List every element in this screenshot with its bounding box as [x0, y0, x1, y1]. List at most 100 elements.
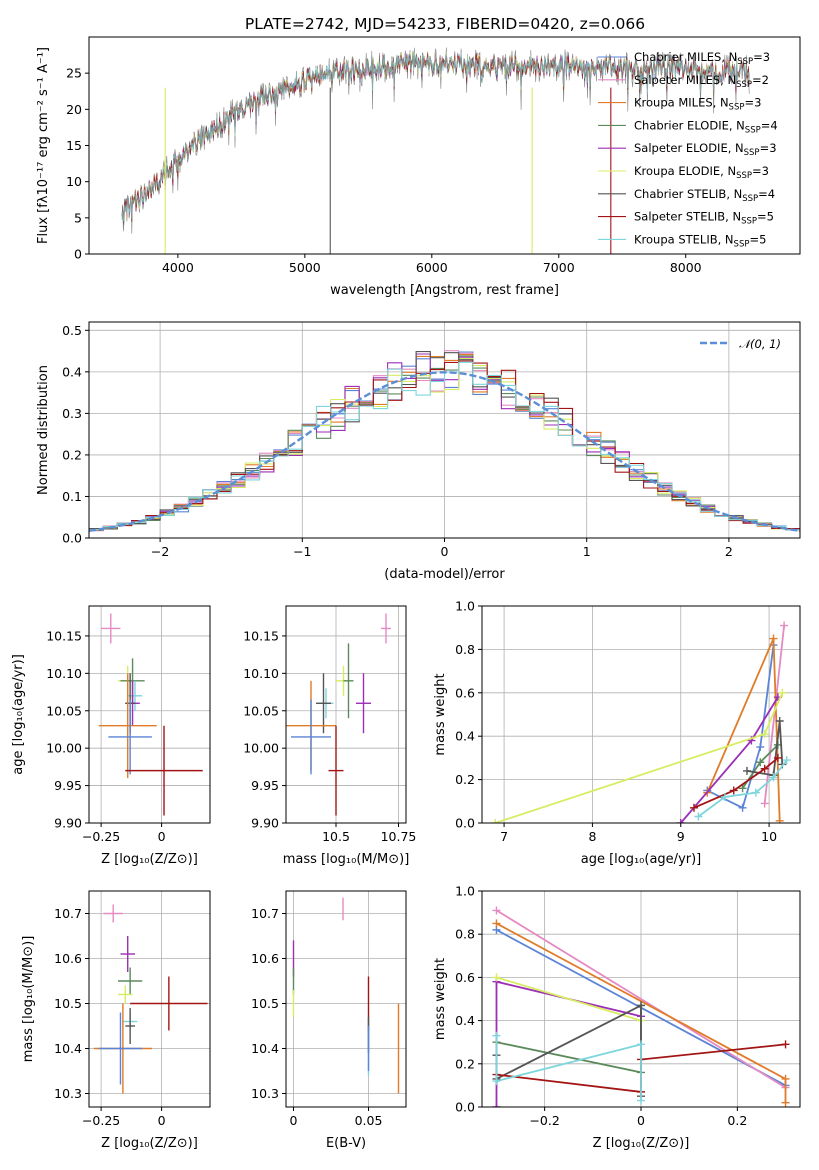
y-tick-label: 10.3 [251, 1086, 279, 1101]
x-tick-label: 0.05 [355, 1113, 383, 1128]
metallicity-mass-panel: −0.25 0 10.3 10.4 10.5 10.6 10.7 Z [log₁₀(Z/Z⊙)… [21, 890, 211, 1151]
x-tick-label: 2 [725, 544, 733, 559]
x-tick-label: 7000 [543, 260, 575, 275]
y-axis-label: mass weight [433, 673, 448, 755]
axes-frame [481, 605, 801, 824]
axes-frame [88, 321, 801, 539]
y-tick-label: 0.4 [62, 364, 82, 379]
weight-series-line [496, 909, 786, 1089]
x-tick-label: −2 [151, 544, 169, 559]
x-tick-label: 10.5 [322, 829, 350, 844]
x-axis-label: Z [log₁₀(Z/Z⊙)] [101, 1136, 198, 1151]
legend-entry: Kroupa MILES, NSSP=3 [634, 96, 761, 113]
y-tick-label: 0.2 [62, 447, 82, 462]
plot-area [292, 897, 400, 1094]
weight-point-marker [492, 906, 501, 915]
y-tick-label: 10.5 [54, 996, 82, 1011]
x-tick-label: 1 [583, 544, 591, 559]
weight-point-marker [760, 799, 769, 808]
y-tick-label: 10.3 [54, 1086, 82, 1101]
weight-series-line [495, 692, 784, 823]
x-tick-label: 0 [158, 1113, 166, 1128]
y-tick-label: 10.7 [251, 906, 279, 921]
weight-point-marker [492, 1103, 501, 1107]
y-axis-label: Flux [fλ10⁻¹⁷ erg cm⁻² s⁻¹ A⁻¹] [36, 47, 51, 244]
y-tick-label: 10.10 [243, 666, 279, 681]
spectrum-line [121, 52, 750, 222]
legend-prefix: Salpeter ELODIE, N [634, 141, 744, 155]
legend-suffix: =3 [752, 164, 769, 178]
x-axis-label: mass [log₁₀(M/M⊙)] [283, 852, 410, 867]
y-axis-label: age [log₁₀(age/yr)] [11, 654, 26, 775]
legend-prefix: Chabrier MILES, N [634, 50, 737, 64]
legend-entry: Chabrier STELIB, NSSP=4 [634, 187, 775, 204]
y-tick-label: 10.6 [251, 951, 279, 966]
legend-entry: Salpeter MILES, NSSP=2 [634, 73, 769, 90]
y-tick-label: 0.2 [455, 772, 475, 787]
x-tick-label: 8000 [670, 260, 702, 275]
y-tick-label: 0.8 [455, 927, 475, 942]
spectrum-panel: 4000 5000 6000 7000 8000 0 5 10 15 20 25 wavelength… [36, 36, 801, 298]
weight-point-marker [637, 1096, 645, 1105]
x-axis-label: (data-model)/error [384, 567, 505, 582]
plot-area [492, 906, 790, 1107]
y-tick-label: 0.0 [455, 816, 475, 831]
weight-point-marker [690, 803, 698, 812]
legend-entry: Kroupa ELODIE, NSSP=3 [634, 164, 769, 181]
x-tick-label: 9 [677, 829, 685, 844]
y-tick-label: 0.0 [455, 1100, 475, 1115]
weight-point-marker [775, 816, 784, 823]
weight-series-line [746, 720, 784, 777]
y-tick-label: 0 [74, 247, 82, 262]
residuals-histogram-panel: −2 −1 0 1 2 0.0 0.1 0.2 0.3 0.4 0.5 (data-model)/er… [36, 321, 801, 582]
legend-subscript: SSP [744, 148, 760, 158]
y-tick-label: 9.90 [54, 816, 82, 831]
legend-subscript: SSP [736, 171, 752, 181]
axes-frame [285, 890, 407, 1108]
legend-entry: Salpeter ELODIE, NSSP=3 [634, 141, 777, 158]
weight-point-marker [775, 717, 784, 726]
x-tick-label: 0 [158, 829, 166, 844]
legend-prefix: Kroupa MILES, N [634, 96, 729, 110]
weight-series-line [741, 744, 779, 789]
weight-point-marker [492, 973, 501, 982]
weight-point-marker [492, 1031, 501, 1040]
x-axis-label: E(B-V) [326, 1136, 366, 1151]
axes-frame [285, 605, 407, 824]
x-tick-label: −0.25 [82, 829, 120, 844]
x-tick-label: −0.25 [82, 1113, 120, 1128]
y-tick-label: 25 [66, 66, 82, 81]
legend-suffix: =3 [744, 96, 761, 110]
legend-prefix: Kroupa STELIB, N [634, 232, 734, 246]
y-tick-label: 10.00 [46, 741, 82, 756]
x-tick-label: −1 [293, 544, 311, 559]
y-tick-label: 10.4 [251, 1041, 279, 1056]
weight-point-marker [637, 1001, 645, 1010]
x-tick-label: 7 [500, 829, 508, 844]
y-tick-label: 10 [66, 174, 82, 189]
legend-prefix: Kroupa ELODIE, N [634, 164, 736, 178]
y-tick-label: 0.3 [62, 406, 82, 421]
legend-entry: Kroupa STELIB, NSSP=5 [634, 232, 766, 249]
axes-frame [481, 890, 801, 1108]
legend-subscript: SSP [736, 80, 752, 90]
weight-point-marker [769, 634, 778, 643]
legend-suffix: =4 [761, 118, 778, 132]
weight-point-marker [738, 784, 747, 793]
y-tick-label: 10.15 [46, 628, 82, 643]
weight-point-marker [492, 1077, 501, 1086]
weight-point-marker [778, 688, 787, 697]
y-axis-label: Normed distribution [36, 365, 51, 495]
plot-area [286, 613, 391, 816]
legend-entry: Chabrier ELODIE, NSSP=4 [634, 118, 778, 135]
legend-prefix: Chabrier STELIB, N [634, 187, 742, 201]
x-axis-label: Z [log₁₀(Z/Z⊙)] [593, 1136, 690, 1151]
x-tick-label: 5000 [289, 260, 321, 275]
x-axis-label: Z [log₁₀(Z/Z⊙)] [101, 852, 198, 867]
y-tick-label: 0.1 [62, 489, 82, 504]
weight-series-line [495, 980, 642, 1107]
x-tick-label: 10 [761, 829, 777, 844]
legend-prefix: Salpeter MILES, N [634, 73, 736, 87]
ebv-mass-panel: 0 0.05 10.3 10.4 10.5 10.6 10.7 E(B-V) [251, 890, 407, 1151]
